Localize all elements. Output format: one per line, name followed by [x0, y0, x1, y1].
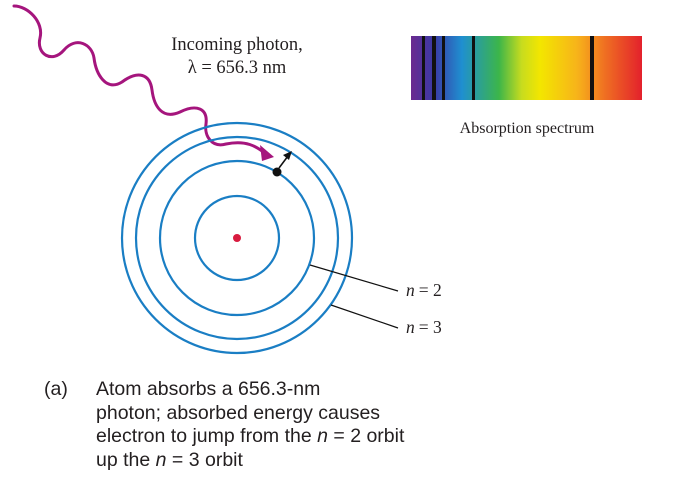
wavelength-value: = 656.3 nm [201, 58, 287, 78]
spectral-line-blue-2 [442, 36, 445, 100]
orbit-n1 [193, 194, 281, 282]
spectral-line-green [472, 36, 475, 100]
photon-title: Incoming photon, [171, 35, 303, 55]
lambda-symbol: λ [188, 58, 197, 78]
electron [272, 167, 282, 177]
caption-line-2: photon; absorbed energy causes [96, 401, 381, 424]
leader-n3 [330, 304, 399, 329]
caption-label: (a) [44, 378, 68, 400]
photon-wavelength: λ = 656.3 nm [188, 58, 287, 78]
leader-n2 [309, 264, 399, 292]
spectral-line-red [590, 36, 594, 100]
electron-jump-arrowhead [283, 151, 292, 160]
caption-line-3: electron to jump from the n = 2 orbit [96, 425, 405, 447]
label-n3: n = 3 [406, 317, 442, 337]
caption-line-1: Atom absorbs a 656.3-nm [96, 378, 321, 400]
label-n2: n = 2 [406, 280, 442, 300]
photon-wave [12, 4, 268, 156]
orbit-n2 [158, 159, 316, 317]
nucleus [233, 234, 241, 242]
spectral-line-blue-1 [432, 36, 436, 100]
spectrum-label: Absorption spectrum [460, 120, 595, 137]
absorption-spectrum [411, 36, 642, 100]
caption-line-4: up the n = 3 orbit [96, 448, 243, 471]
photon-arrowhead [260, 145, 274, 161]
spectral-line-violet [422, 36, 425, 100]
atom [120, 121, 354, 355]
orbit-n4 [120, 121, 354, 355]
orbit-n3 [134, 135, 340, 341]
electron-jump-arrow [278, 155, 289, 169]
